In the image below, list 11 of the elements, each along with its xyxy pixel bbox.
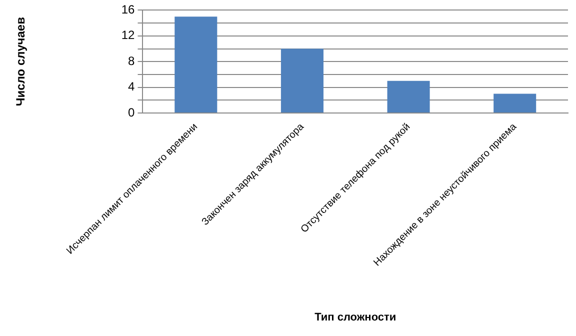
y-tick-label: 0	[128, 105, 136, 120]
bar	[387, 80, 430, 112]
y-axis-title: Число случаев	[14, 17, 28, 106]
y-tick-label: 12	[121, 28, 136, 42]
bar	[174, 16, 218, 112]
bar	[280, 48, 324, 112]
x-axis-title: Тип сложности	[314, 311, 396, 324]
y-tick-label: 8	[128, 54, 136, 68]
y-tick-label: 16	[121, 2, 136, 17]
y-tick-label: 4	[128, 80, 136, 94]
bar	[494, 94, 536, 112]
